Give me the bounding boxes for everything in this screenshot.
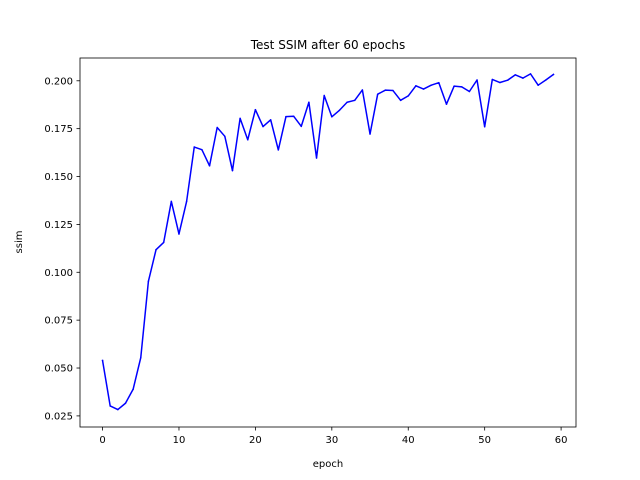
y-tick-label: 0.050 xyxy=(44,364,73,375)
series-line-0 xyxy=(101,73,555,411)
data-point xyxy=(292,115,295,117)
y-tick-label: 0.150 xyxy=(44,172,73,183)
data-point xyxy=(254,108,257,111)
y-tick-label: 0.175 xyxy=(44,124,73,135)
data-point xyxy=(545,79,547,81)
x-axis-label: epoch xyxy=(313,459,343,470)
data-point xyxy=(430,84,432,86)
data-point xyxy=(460,86,463,88)
data-point xyxy=(392,89,394,92)
data-point xyxy=(369,133,371,135)
data-point xyxy=(453,85,455,87)
data-point xyxy=(201,148,203,151)
data-point xyxy=(422,88,425,90)
data-point xyxy=(231,169,234,172)
y-tick-label: 0.075 xyxy=(44,316,73,327)
data-point xyxy=(361,89,364,91)
data-point xyxy=(468,90,471,93)
data-point xyxy=(552,73,555,76)
data-point xyxy=(499,81,501,84)
data-point xyxy=(285,115,287,118)
data-point xyxy=(438,81,440,84)
data-point xyxy=(331,116,333,118)
data-point xyxy=(208,165,211,167)
data-point xyxy=(338,109,341,112)
data-point xyxy=(522,77,524,79)
data-point xyxy=(491,78,494,81)
data-point xyxy=(529,73,532,75)
data-point xyxy=(323,94,325,97)
data-point xyxy=(140,356,142,359)
y-tick-label: 0.125 xyxy=(44,220,73,231)
data-point xyxy=(269,119,272,121)
data-point xyxy=(476,79,478,81)
data-point xyxy=(239,117,241,120)
x-tick-label: 50 xyxy=(478,435,491,446)
data-point xyxy=(300,125,302,128)
plot-area xyxy=(101,73,555,411)
y-tick-label: 0.100 xyxy=(44,268,73,279)
data-point xyxy=(124,402,127,405)
data-point xyxy=(415,85,417,87)
data-point xyxy=(147,280,150,283)
data-point xyxy=(537,84,539,86)
axes: 0 10 20 30 40 50 60 0.025 0.050 0.075 0.100 0.125 0.… xyxy=(44,57,577,446)
data-point xyxy=(162,241,165,244)
data-point xyxy=(315,157,318,159)
data-point xyxy=(506,79,509,81)
data-point xyxy=(514,74,516,76)
data-point xyxy=(247,139,249,141)
data-point xyxy=(155,248,157,251)
data-point xyxy=(178,233,180,235)
data-point xyxy=(216,126,218,129)
data-point xyxy=(354,99,356,102)
data-point xyxy=(185,200,188,203)
data-point xyxy=(262,125,264,128)
data-point xyxy=(132,388,134,391)
data-point xyxy=(407,95,409,97)
y-tick-label: 0.200 xyxy=(44,76,73,87)
data-point xyxy=(445,103,448,105)
data-point xyxy=(117,408,119,411)
y-axis-label: ssim xyxy=(14,231,25,254)
data-point xyxy=(308,101,310,103)
data-point xyxy=(399,99,402,102)
data-point xyxy=(384,89,387,91)
data-point xyxy=(483,125,486,128)
data-point xyxy=(346,101,348,103)
x-tick-label: 60 xyxy=(555,435,568,446)
y-tick-label: 0.025 xyxy=(44,411,73,422)
x-tick-label: 40 xyxy=(402,435,415,446)
chart-title: Test SSIM after 60 epochs xyxy=(250,38,405,52)
data-point xyxy=(109,405,111,407)
data-point xyxy=(277,149,280,151)
x-tick-label: 0 xyxy=(99,435,105,446)
data-point xyxy=(376,93,379,95)
data-point xyxy=(170,200,173,203)
axes-frame xyxy=(79,57,577,428)
data-point xyxy=(193,146,196,148)
x-tick-label: 30 xyxy=(325,435,338,446)
data-point xyxy=(224,135,226,138)
x-tick-label: 10 xyxy=(173,435,186,446)
x-tick-label: 20 xyxy=(249,435,262,446)
data-point xyxy=(101,359,104,362)
